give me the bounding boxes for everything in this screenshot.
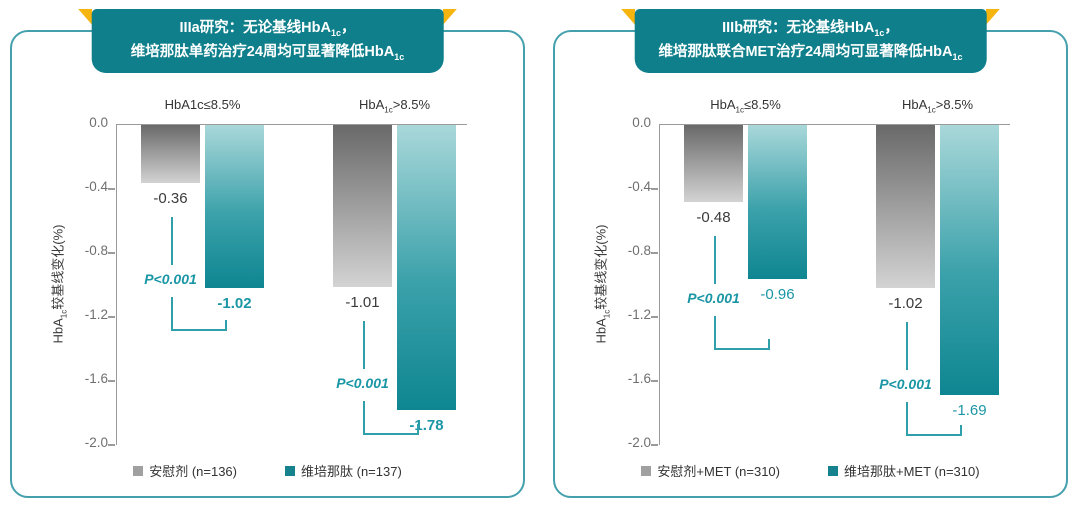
y-axis: 0.0 -0.4 -0.8 -1.2 -1.6 -2.0 (613, 115, 659, 450)
y-tick-mark (108, 188, 115, 190)
panel-iiib-study: IIIb研究：无论基线HbA1c， 维培那肽联合MET治疗24周均可显著降低Hb… (553, 9, 1068, 498)
bracket-horizontal-line (905, 434, 960, 437)
legend-swatch-teal-icon (828, 465, 838, 476)
p-value-label: P<0.001 (879, 376, 932, 393)
y-tick-label: 0.0 (89, 115, 108, 130)
drug-value-label: -1.69 (952, 402, 987, 420)
study-title-banner: IIIb研究：无论基线HbA1c， 维培那肽联合MET治疗24周均可显著降低Hb… (634, 9, 987, 73)
bracket-horizontal-line (362, 432, 417, 435)
y-tick-mark (108, 444, 115, 446)
panel-iiia-study: IIIa研究：无论基线HbA1c， 维培那肽单药治疗24周均可显著降低HbA1c… (10, 9, 525, 498)
legend-swatch-gray-icon (133, 465, 144, 476)
p-connector-line (905, 322, 908, 371)
bracket-hook-line (416, 423, 419, 435)
drug-value-label: -0.96 (760, 285, 795, 303)
placebo-bar (141, 125, 200, 183)
p-connector-line (170, 216, 173, 265)
bracket-hook-line (767, 338, 770, 350)
bracket-vertical-line (713, 315, 716, 348)
legend-swatch-teal-icon (285, 465, 295, 476)
bracket-vertical-line (905, 402, 908, 435)
bracket-vertical-line (170, 296, 173, 329)
drug-bar (205, 125, 264, 289)
p-value-label: P<0.001 (687, 289, 740, 306)
ribbon-fold-left-icon (621, 9, 636, 25)
y-tick-mark (651, 252, 658, 254)
placebo-bar (876, 125, 935, 289)
placebo-bar (684, 125, 743, 202)
group-label: HbA1c≤8.5% (710, 97, 781, 115)
y-tick-mark (651, 188, 658, 190)
bracket-hook-line (224, 319, 227, 331)
placebo-value-label: -1.02 (888, 295, 923, 313)
bracket-vertical-line (362, 400, 365, 433)
legend-item-drug: 维培那肽+MET (n=310) (828, 461, 980, 480)
y-tick-label: -2.0 (627, 435, 651, 450)
y-tick-label: 0.0 (632, 115, 651, 130)
placebo-bar (333, 125, 392, 287)
legend-label: 维培那肽+MET (n=310) (844, 464, 980, 479)
drug-value-label: -1.78 (409, 416, 444, 434)
banner-title-line: 维培那肽单药治疗24周均可显著降低HbA1c (130, 43, 405, 62)
legend-item-drug: 维培那肽 (n=137) (285, 461, 402, 480)
bracket-horizontal-line (713, 347, 768, 350)
legend: 安慰剂 (n=136) 维培那肽 (n=137) (12, 461, 523, 480)
bracket-hook-line (959, 425, 962, 437)
placebo-value-label: -1.01 (345, 293, 380, 311)
p-value-label: P<0.001 (336, 374, 389, 391)
plot-area: HbA1c≤8.5% -0.36 -1.02 P<0.001 HbA1c>8.5% -1.… (108, 97, 467, 446)
banner-title-line: IIIa研究：无论基线HbA1c， (179, 20, 356, 38)
y-axis-title: HbA1c较基线变化(%) (589, 124, 613, 444)
y-tick-label: -1.2 (84, 307, 108, 322)
y-tick-label: -1.6 (627, 371, 651, 386)
y-axis-title: HbA1c较基线变化(%) (46, 124, 70, 444)
p-connector-line (362, 320, 365, 369)
y-tick-label: -1.2 (627, 307, 651, 322)
bar-chart-iiib: HbA1c较基线变化(%) 0.0 -0.4 -0.8 -1.2 -1.6 -2.0 Hb… (555, 97, 1066, 450)
y-axis-title-text: HbA1c较基线变化(%) (593, 224, 612, 344)
y-tick-mark (651, 316, 658, 318)
y-tick-mark (108, 252, 115, 254)
study-title-banner: IIIa研究：无论基线HbA1c， 维培那肽单药治疗24周均可显著降低HbA1c (91, 9, 444, 73)
group-label: HbA1c≤8.5% (164, 97, 241, 112)
y-tick-label: -0.8 (84, 243, 108, 258)
y-tick-mark (651, 444, 658, 446)
y-tick-mark (108, 316, 115, 318)
y-tick-label: -1.6 (84, 371, 108, 386)
placebo-value-label: -0.48 (696, 208, 731, 226)
legend-swatch-gray-icon (641, 465, 652, 476)
y-tick-label: -2.0 (84, 435, 108, 450)
bar-chart-iiia: HbA1c较基线变化(%) 0.0 -0.4 -0.8 -1.2 -1.6 -2.0 Hb… (12, 97, 523, 450)
drug-value-label: -1.02 (217, 295, 252, 313)
ribbon-fold-right-icon (985, 9, 1000, 25)
p-value-label: P<0.001 (144, 270, 197, 287)
group-label: HbA1c>8.5% (358, 97, 431, 115)
legend-label: 安慰剂 (n=136) (149, 464, 237, 479)
y-tick-mark (108, 380, 115, 382)
drug-bar (397, 125, 456, 410)
plot-area: HbA1c≤8.5% -0.48 -0.96 P<0.001 HbA1c>8.5% -1.… (651, 97, 1010, 446)
ribbon-fold-left-icon (78, 9, 93, 25)
y-axis: 0.0 -0.4 -0.8 -1.2 -1.6 -2.0 (70, 115, 116, 450)
ribbon-fold-right-icon (442, 9, 457, 25)
bracket-horizontal-line (170, 328, 225, 331)
legend-item-placebo: 安慰剂+MET (n=310) (641, 461, 780, 480)
infographic-canvas: IIIa研究：无论基线HbA1c， 维培那肽单药治疗24周均可显著降低HbA1c… (10, 9, 1068, 498)
y-axis-title-text: HbA1c较基线变化(%) (50, 224, 69, 344)
y-tick-mark (651, 380, 658, 382)
y-tick-label: -0.8 (627, 243, 651, 258)
banner-title-line: IIIb研究：无论基线HbA1c， (722, 20, 899, 38)
y-tick-label: -0.4 (627, 179, 651, 194)
legend-label: 安慰剂+MET (n=310) (657, 464, 780, 479)
legend-label: 维培那肽 (n=137) (301, 464, 402, 479)
legend-item-placebo: 安慰剂 (n=136) (133, 461, 237, 480)
legend: 安慰剂+MET (n=310) 维培那肽+MET (n=310) (555, 461, 1066, 480)
p-connector-line (713, 235, 716, 284)
drug-bar (748, 125, 807, 279)
banner-title-line: 维培那肽联合MET治疗24周均可显著降低HbA1c (658, 43, 963, 62)
y-tick-label: -0.4 (84, 179, 108, 194)
placebo-value-label: -0.36 (153, 189, 188, 207)
drug-bar (940, 125, 999, 396)
group-label: HbA1c>8.5% (901, 97, 974, 115)
